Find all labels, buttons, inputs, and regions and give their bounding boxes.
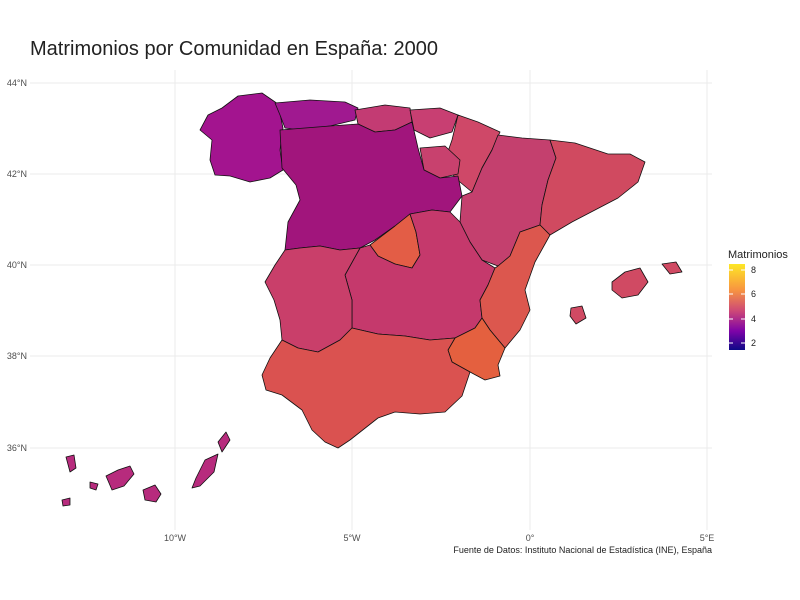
x-tick-label: 10°W bbox=[164, 533, 187, 543]
y-tick-label: 36°N bbox=[7, 443, 27, 453]
region-tenerife[interactable]: Canarias bbox=[105, 465, 135, 491]
region-cataluna[interactable]: Cataluña bbox=[539, 139, 646, 236]
source-caption: Fuente de Datos: Instituto Nacional de E… bbox=[453, 545, 712, 555]
x-tick-label: 5°W bbox=[343, 533, 361, 543]
region-la-gomera[interactable]: Canarias bbox=[89, 481, 99, 491]
region-galicia[interactable]: Galicia bbox=[199, 92, 284, 183]
y-tick-label: 40°N bbox=[7, 260, 27, 270]
y-tick-label: 44°N bbox=[7, 78, 27, 88]
region-menorca[interactable]: Islas Baleares bbox=[661, 261, 683, 275]
region-la-palma[interactable]: Canarias bbox=[65, 454, 77, 473]
x-tick-label: 5°E bbox=[700, 533, 715, 543]
legend-tick-label: 4 bbox=[751, 314, 756, 324]
y-tick-label: 42°N bbox=[7, 169, 27, 179]
legend-tick-label: 6 bbox=[751, 289, 756, 299]
region-andalucia[interactable]: Andalucía bbox=[261, 327, 471, 449]
region-fuerteventura[interactable]: Canarias bbox=[191, 453, 219, 489]
regions-layer: Galicia Asturias Cantabria País Vasco Na… bbox=[61, 92, 683, 507]
region-ibiza[interactable]: Islas Baleares bbox=[569, 305, 587, 325]
region-asturias[interactable]: Asturias bbox=[274, 99, 359, 131]
region-el-hierro[interactable]: Canarias bbox=[61, 497, 71, 507]
legend-ticks bbox=[729, 269, 745, 344]
legend-tick-label: 8 bbox=[751, 265, 756, 275]
legend-title: Matrimonios bbox=[728, 249, 788, 261]
region-pais-vasco[interactable]: País Vasco bbox=[409, 107, 459, 139]
y-tick-label: 38°N bbox=[7, 351, 27, 361]
x-tick-label: 0° bbox=[526, 533, 535, 543]
legend-colorbar bbox=[729, 264, 745, 350]
region-gran-canaria[interactable]: Canarias bbox=[142, 484, 162, 503]
region-mallorca[interactable]: Islas Baleares bbox=[611, 267, 649, 299]
axis-labels: 10°W 5°W 0° 5°E 44°N 42°N 40°N 38°N 36°N bbox=[7, 78, 714, 543]
legend: Matrimonios 8 6 4 2 bbox=[728, 249, 788, 350]
legend-tick-label: 2 bbox=[751, 338, 756, 348]
region-lanzarote[interactable]: Canarias bbox=[217, 431, 231, 453]
map-title: Matrimonios por Comunidad en España: 200… bbox=[30, 38, 439, 60]
graticule bbox=[30, 70, 712, 530]
